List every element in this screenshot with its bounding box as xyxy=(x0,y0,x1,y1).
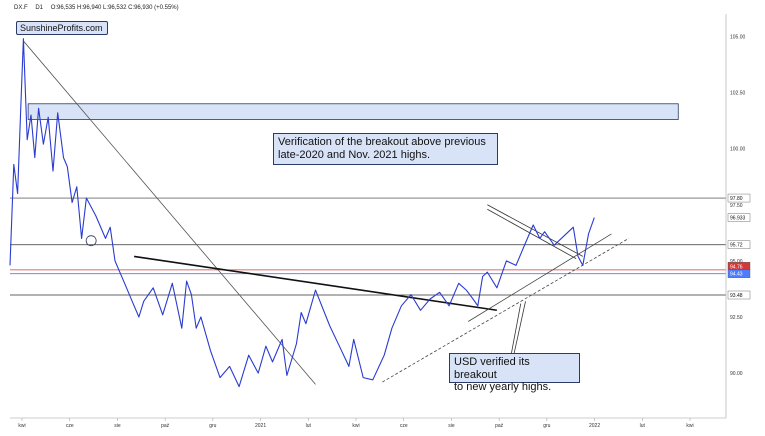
y-tick-label: 90.00 xyxy=(730,371,743,377)
x-tick-label: kwi xyxy=(18,423,25,429)
price-badge-label: 93.48 xyxy=(730,293,743,299)
price-badge xyxy=(727,290,751,300)
usd-callout-line2: to new yearly highs. xyxy=(454,381,552,394)
x-tick-label: 2021 xyxy=(255,423,266,429)
price-badge xyxy=(727,193,751,203)
x-tick-label: cze xyxy=(400,423,408,429)
x-tick-label: kwi xyxy=(352,423,359,429)
price-badge-label: 96.933 xyxy=(730,216,746,222)
y-tick-label: 95.00 xyxy=(730,259,743,265)
support-trend-line xyxy=(468,233,612,322)
dashed-support-line xyxy=(382,238,629,383)
x-tick-label: cze xyxy=(66,423,74,429)
x-tick-label: gru xyxy=(209,423,216,429)
ohlc-readout: O:96,535 H:96,940 L:96,532 C:96,930 (+0.… xyxy=(51,5,179,11)
y-tick-label: 97.50 xyxy=(730,203,743,209)
resistance-trend-line xyxy=(133,255,497,312)
x-tick-label: 2022 xyxy=(589,423,600,429)
price-badge-label: 94.43 xyxy=(730,272,743,278)
x-tick-label: paź xyxy=(161,423,170,429)
x-tick-label: paź xyxy=(495,423,504,429)
breakout-callout: Verification of the breakout above previ… xyxy=(273,133,498,165)
usd-callout-line1: USD verified its breakout xyxy=(454,356,530,381)
y-tick-label: 100.00 xyxy=(730,147,746,153)
timeframe-label: D1 xyxy=(35,5,43,11)
x-tick-label: kwi xyxy=(686,423,693,429)
downtrend-line xyxy=(23,40,316,385)
breakout-callout-line1: Verification of the breakout above previ… xyxy=(278,136,486,148)
x-tick-label: sie xyxy=(114,423,121,429)
price-series-line xyxy=(9,38,595,388)
y-tick-label: 105.00 xyxy=(730,34,746,40)
watermark-label: SunshineProfits.com xyxy=(16,21,108,35)
price-badge-label: 94.76 xyxy=(730,264,743,270)
breakout-pointer-line xyxy=(487,204,583,257)
chart-header: DX.F D1 O:96,535 H:96,940 L:96,532 C:96,… xyxy=(14,5,179,11)
price-badge xyxy=(727,240,751,249)
x-tick-label: lut xyxy=(306,423,312,429)
price-badge-label: 95.72 xyxy=(730,243,743,249)
symbol-label: DX.F xyxy=(14,5,28,11)
resistance-zone xyxy=(27,103,679,120)
x-tick-label: lut xyxy=(640,423,646,429)
breakout-callout-line2: late-2020 and Nov. 2021 highs. xyxy=(278,148,431,161)
highlight-circle xyxy=(85,235,97,247)
y-tick-label: 102.50 xyxy=(730,91,746,97)
watermark-text: SunshineProfits.com xyxy=(20,23,103,33)
price-badge xyxy=(727,269,751,278)
x-tick-label: gru xyxy=(543,423,550,429)
usd-callout: USD verified its breakout to new yearly … xyxy=(449,353,580,393)
x-tick-label: sie xyxy=(448,423,455,429)
breakout-pointer-line-2 xyxy=(487,208,577,259)
y-tick-label: 92.50 xyxy=(730,315,743,321)
price-badge-label: 97.80 xyxy=(730,196,743,202)
price-badge xyxy=(727,213,751,222)
